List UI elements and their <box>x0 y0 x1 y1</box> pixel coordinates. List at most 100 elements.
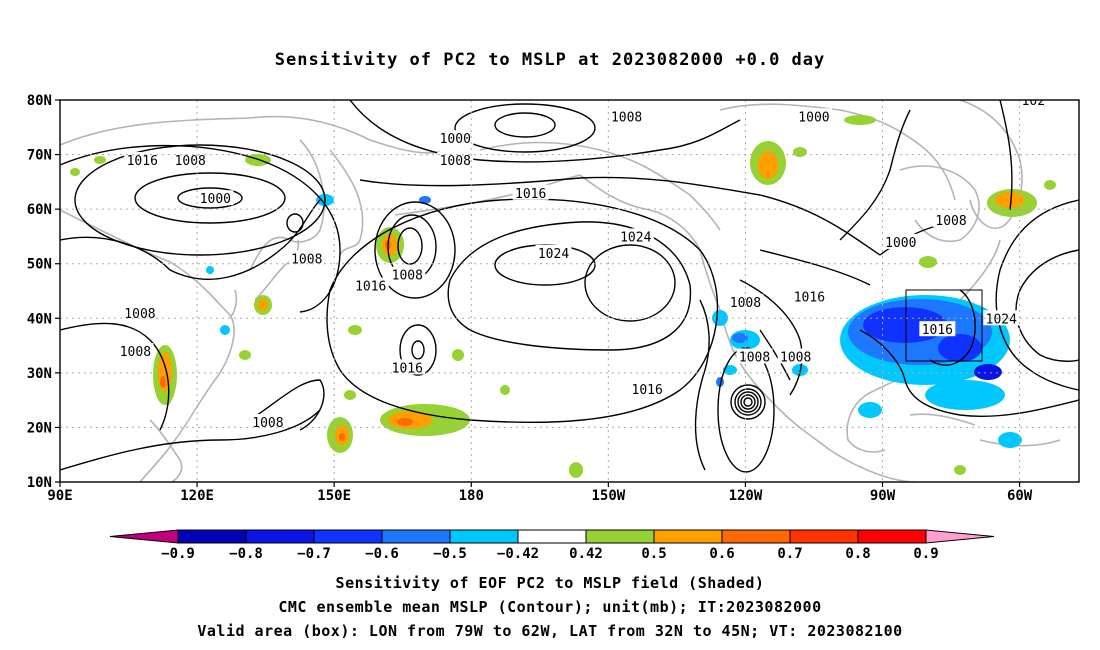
contour-label: 1016 <box>127 154 158 169</box>
colorbar-segment <box>449 529 519 544</box>
lon-tick-label: 120W <box>729 488 763 504</box>
lon-tick-label: 180 <box>459 488 484 504</box>
caption-line-3: Valid area (box): LON from 79W to 62W, L… <box>197 622 903 640</box>
contour-label-bg <box>249 413 286 429</box>
contour-label: 1000 <box>798 110 829 125</box>
colorbar-tick-label: 0.6 <box>709 546 734 562</box>
colorbar-segment <box>585 529 655 544</box>
contour-label: 1000 <box>885 236 916 251</box>
contour-label-bg <box>791 288 828 304</box>
valid-area-box <box>905 289 983 362</box>
contour-label: 1016 <box>392 361 423 376</box>
colorbar-segment <box>789 529 859 544</box>
contour-label-bg <box>1019 100 1048 107</box>
colorbar-high-arrow <box>925 529 995 544</box>
contour-label: 1008 <box>440 154 471 169</box>
contour-label: 1024 <box>986 312 1017 327</box>
lat-tick-label: 30N <box>27 366 52 382</box>
lat-tick-label: 20N <box>27 420 52 436</box>
contour-label: 1008 <box>611 110 642 125</box>
colorbar-tick-label: −0.8 <box>229 546 263 562</box>
lat-tick-label: 60N <box>27 202 52 218</box>
contour-label-bg <box>121 304 158 320</box>
contour-label-bg <box>983 310 1020 326</box>
colorbar-tick-label: −0.6 <box>365 546 399 562</box>
colorbar-segment <box>857 529 927 544</box>
contour-label: 1008 <box>124 307 155 322</box>
contour-label-bg <box>933 212 970 228</box>
contour-label-bg <box>777 348 814 364</box>
colorbar-tick-label: 0.8 <box>845 546 870 562</box>
lat-tick-label: 70N <box>27 148 52 164</box>
contour-label: 1008 <box>730 296 761 311</box>
contour-label-bg <box>629 381 666 397</box>
lon-tick-label: 150E <box>317 488 351 504</box>
contour-labels: 1000 1008 1016 1008 1000 1016 1008 1000 1008 1016… <box>117 100 1048 431</box>
lon-tick-label: 60W <box>1007 488 1033 504</box>
lon-tick-label: 90E <box>47 488 72 504</box>
contour-label-bg <box>117 343 154 359</box>
contour-label: 1008 <box>252 416 283 431</box>
colorbar-segment <box>177 529 247 544</box>
map-title: Sensitivity of PC2 to MSLP at 2023082000… <box>274 50 826 70</box>
colorbar-segment <box>245 529 315 544</box>
negative-sensitivity-areas <box>206 194 1022 448</box>
contour-label: 1008 <box>291 252 322 267</box>
caption-line-1: Sensitivity of EOF PC2 to MSLP field (Sh… <box>335 574 765 592</box>
colorbar-tick-label: −0.5 <box>433 546 467 562</box>
colorbar-tick-label: −0.42 <box>497 546 539 562</box>
coastlines <box>60 100 1061 482</box>
colorbar-tick-label: 0.9 <box>913 546 938 562</box>
lon-tick-label: 120E <box>180 488 214 504</box>
contour-label-bg <box>124 152 161 168</box>
contour-label: 1000 <box>440 132 471 147</box>
colorbar-segment <box>313 529 383 544</box>
contour-label: 1008 <box>175 154 206 169</box>
contour-label: 1016 <box>355 280 386 295</box>
contour-label: 1024 <box>538 247 569 262</box>
contour-label-bg <box>389 359 426 375</box>
colorbar-segment <box>653 529 723 544</box>
lon-tick-label: 150W <box>591 488 625 504</box>
plot-frame <box>59 99 1080 483</box>
contour-label-bg <box>437 130 474 146</box>
colorbar-tick-label: 0.7 <box>777 546 802 562</box>
contour-label: 1000 <box>200 192 231 207</box>
contour-label: 1008 <box>120 345 151 360</box>
contour-label-bg <box>617 228 654 244</box>
colorbar-tick-label: −0.7 <box>297 546 331 562</box>
lat-tick-label: 50N <box>27 257 52 273</box>
lat-tick-label: 40N <box>27 311 52 327</box>
contour-label-bg <box>608 108 645 124</box>
contour-label: 1008 <box>935 214 966 229</box>
contour-label-bg <box>727 293 764 309</box>
lon-tick-label: 90W <box>870 488 896 504</box>
contour-label: 1016 <box>515 187 546 202</box>
contour-label: 1024 <box>620 230 651 245</box>
contour-label: 1016 <box>794 290 825 305</box>
contour-label-bg <box>172 152 209 168</box>
colorbar: −0.9 −0.8 −0.7 −0.6 −0.5 −0.42 0.42 0.5 0.6 0.7 0.… <box>109 529 995 562</box>
lat-tick-label: 10N <box>27 475 52 491</box>
colorbar-tick-label: −0.9 <box>161 546 195 562</box>
contour-label-bg <box>288 250 325 266</box>
contour-label-bg <box>197 190 234 206</box>
colorbar-tick-label: 0.5 <box>641 546 666 562</box>
mslp-contours <box>60 100 1079 473</box>
colorbar-segment <box>381 529 451 544</box>
contour-label-bg <box>535 244 572 260</box>
contour-label: 1008 <box>739 350 770 365</box>
colorbar-tick-label: 0.42 <box>569 546 603 562</box>
contour-label-bg <box>352 277 389 293</box>
colorbar-segment <box>517 529 587 544</box>
contour-label-bg <box>512 184 549 200</box>
contour-label-bg <box>919 321 956 337</box>
contour-label-bg <box>882 233 919 249</box>
contour-label: 1016 <box>632 383 663 398</box>
graticule <box>60 100 1079 482</box>
colorbar-low-arrow <box>109 529 179 544</box>
contour-label: 1008 <box>392 269 423 284</box>
contour-label-bg <box>389 266 426 282</box>
